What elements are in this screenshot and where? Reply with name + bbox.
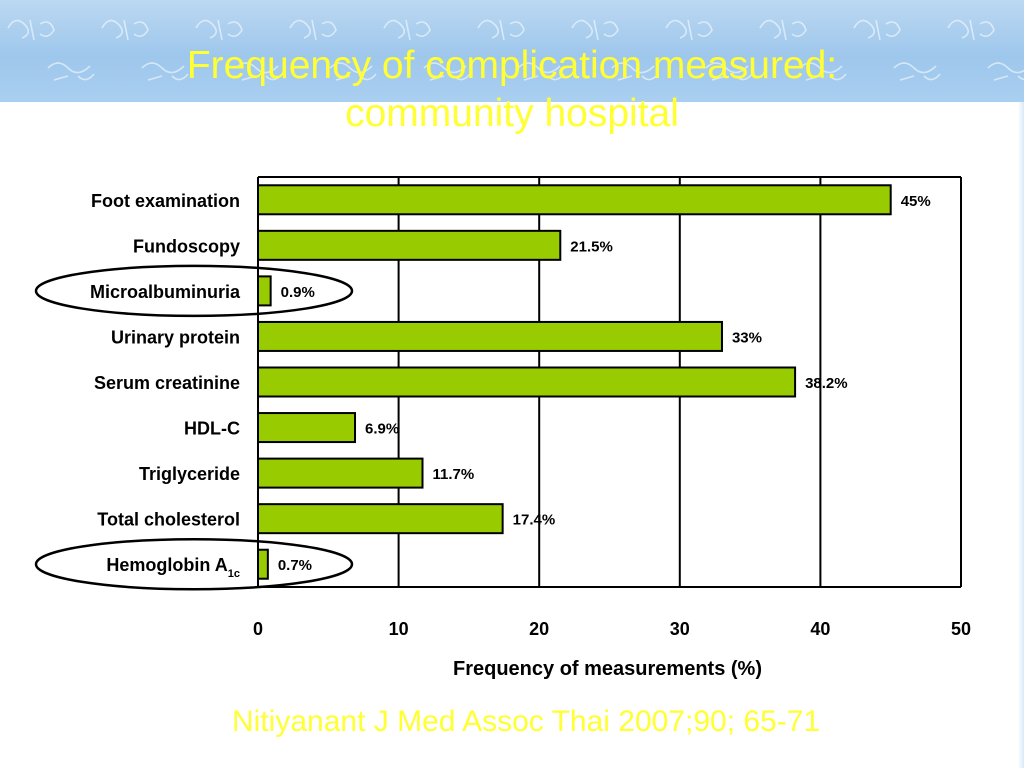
- x-tick-label: 50: [951, 619, 971, 639]
- data-label: 6.9%: [365, 421, 399, 438]
- data-label: 38.2%: [805, 375, 848, 392]
- bar: [257, 548, 269, 580]
- header-band: [0, 0, 1024, 102]
- x-tick-label: 30: [670, 619, 690, 639]
- slide-title: Frequency of complication measured: comm…: [0, 42, 1024, 138]
- bar: [257, 184, 892, 216]
- highlight-ellipse: [34, 264, 354, 318]
- category-label: Serum creatinine: [94, 373, 240, 393]
- data-label: 11.7%: [433, 466, 475, 483]
- highlight-ellipse: [34, 537, 354, 591]
- x-tick-label: 10: [389, 619, 409, 639]
- category-label: Fundoscopy: [133, 236, 240, 256]
- bar: [257, 412, 357, 444]
- data-label: 33%: [732, 329, 762, 346]
- bar: [257, 366, 797, 398]
- bar: [257, 320, 723, 352]
- x-tick-label: 40: [810, 619, 830, 639]
- bar: [257, 457, 424, 489]
- category-label: Foot examination: [91, 191, 240, 211]
- bar: [257, 275, 272, 307]
- data-label: 0.7%: [278, 557, 312, 574]
- x-axis-title: Frequency of measurements (%): [453, 658, 762, 680]
- bar-chart: 45% Foot examination 21.5% Fundoscopy 0.9% Mi…: [34, 176, 971, 680]
- citation: Nitiyanant J Med Assoc Thai 2007;90; 65-…: [232, 705, 821, 738]
- category-label: Hemoglobin A1c: [106, 555, 240, 580]
- category-label: HDL-C: [184, 419, 240, 439]
- right-edge-strip: [1018, 102, 1024, 768]
- data-label: 17.4%: [513, 512, 556, 529]
- category-label: Total cholesterol: [97, 510, 240, 530]
- category-label: Urinary protein: [111, 327, 240, 347]
- slide-title-line2: community hospital: [345, 92, 679, 135]
- x-tick-label: 20: [529, 619, 549, 639]
- bar: [257, 229, 562, 261]
- slide-title-line1: Frequency of complication measured:: [186, 44, 838, 87]
- x-tick-label: 0: [253, 619, 263, 639]
- data-label: 21.5%: [570, 238, 613, 255]
- category-label: Triglyceride: [139, 464, 240, 484]
- data-label: 45%: [901, 193, 931, 210]
- category-label: Microalbuminuria: [90, 282, 241, 302]
- data-label: 0.9%: [281, 284, 315, 301]
- handwriting-texture: [7, 19, 1024, 81]
- bar: [257, 503, 504, 535]
